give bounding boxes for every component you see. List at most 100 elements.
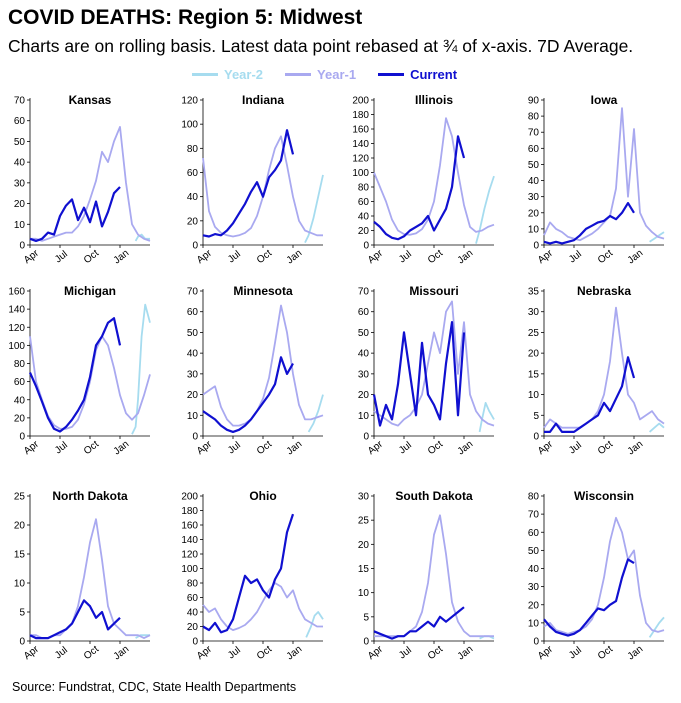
y-tick-label: 20: [187, 622, 199, 633]
y-tick-label: 25: [528, 328, 540, 339]
chart-title: Michigan: [64, 284, 116, 298]
series-current-line: [28, 317, 122, 433]
x-tick-label: Jan: [456, 439, 475, 458]
y-tick-label: 100: [8, 341, 25, 352]
legend-label-year1: Year-1: [317, 66, 357, 82]
y-tick-label: 0: [533, 637, 539, 648]
x-tick-label: Jan: [285, 644, 304, 663]
series-year-1-line: [374, 514, 494, 638]
y-tick-label: 10: [358, 588, 370, 599]
y-tick-label: 60: [187, 307, 199, 318]
y-tick-label: 100: [352, 168, 369, 179]
series-year-1-line: [373, 300, 495, 427]
y-tick-label: 40: [187, 349, 199, 360]
legend-swatch-year2: [192, 72, 218, 76]
y-tick-label: 10: [528, 618, 540, 629]
y-tick-label: 80: [358, 183, 370, 194]
y-tick-label: 0: [19, 241, 25, 252]
series-year-2-line: [649, 422, 665, 433]
legend-swatch-year1: [285, 72, 312, 76]
y-tick-label: 60: [358, 307, 370, 318]
y-tick-label: 60: [187, 593, 199, 604]
legend-swatch-current: [378, 72, 405, 76]
y-tick-label: 15: [528, 369, 540, 380]
chart-title: Kansas: [69, 93, 112, 107]
series-current-line: [373, 135, 466, 241]
series-year-2-line: [134, 233, 150, 242]
x-tick-label: Jan: [285, 439, 304, 458]
chart-title: Indiana: [242, 93, 284, 107]
series-year-1-line: [202, 135, 323, 238]
series-current-line: [373, 606, 465, 640]
y-tick-label: 60: [528, 144, 540, 155]
x-tick-label: Oct: [255, 439, 274, 457]
x-tick-label: Jan: [112, 439, 131, 458]
x-tick-label: Jul: [53, 645, 70, 662]
series-year-2-line: [475, 175, 495, 244]
chart-title: Nebraska: [577, 284, 631, 298]
y-tick-label: 20: [14, 199, 26, 210]
y-tick-label: 5: [533, 411, 539, 422]
source-note: Source: Fundstrat, CDC, State Health Dep…: [12, 680, 297, 694]
y-tick-label: 30: [528, 192, 540, 203]
y-tick-label: 40: [358, 212, 370, 223]
series-year-1-line: [30, 518, 151, 639]
x-tick-label: Jan: [285, 248, 304, 267]
x-tick-label: Jan: [112, 644, 131, 663]
y-tick-label: 15: [358, 564, 370, 575]
y-tick-label: 80: [528, 492, 540, 503]
x-tick-label: Oct: [426, 248, 445, 266]
y-tick-label: 20: [187, 390, 199, 401]
x-tick-label: Jul: [226, 440, 243, 457]
y-tick-label: 80: [528, 112, 540, 123]
x-tick-label: Jul: [397, 645, 414, 662]
chart-title: Illinois: [415, 93, 453, 107]
y-tick-label: 20: [358, 390, 370, 401]
series-year-1-line: [373, 117, 495, 236]
y-tick-label: 40: [528, 564, 540, 575]
y-tick-label: 25: [358, 516, 370, 527]
chart-title: Ohio: [249, 489, 276, 503]
page-subtitle: Charts are on rolling basis. Latest data…: [8, 36, 634, 56]
series-current-line: [543, 558, 635, 637]
legend-label-year2: Year-2: [224, 66, 264, 82]
y-tick-label: 0: [363, 432, 369, 443]
legend-item-year2: Year-2: [192, 67, 263, 82]
series-current-line: [543, 202, 635, 245]
series-year-2-line: [304, 174, 324, 243]
x-tick-label: Jul: [567, 440, 584, 457]
y-tick-label: 10: [528, 390, 540, 401]
y-tick-label: 50: [14, 137, 26, 148]
y-tick-label: 0: [363, 241, 369, 252]
x-tick-label: Jan: [456, 644, 475, 663]
y-tick-label: 40: [528, 176, 540, 187]
y-tick-label: 10: [187, 411, 199, 422]
x-tick-label: Jul: [53, 249, 70, 266]
x-tick-label: Jul: [226, 249, 243, 266]
series-current-line: [29, 186, 121, 242]
y-tick-label: 70: [358, 287, 370, 298]
y-tick-label: 30: [528, 582, 540, 593]
series-current-line: [372, 321, 466, 427]
series-year-2-line: [648, 616, 665, 638]
y-tick-label: 50: [358, 328, 370, 339]
y-tick-label: 120: [8, 323, 25, 334]
series-current-line: [202, 513, 295, 634]
y-tick-label: 30: [187, 369, 199, 380]
y-tick-label: 160: [181, 521, 198, 532]
x-tick-label: Jul: [567, 645, 584, 662]
legend-item-year1: Year-1: [285, 67, 356, 82]
y-tick-label: 0: [192, 432, 198, 443]
y-tick-label: 60: [14, 377, 26, 388]
chart-title: Iowa: [591, 93, 618, 107]
series-year-1-line: [30, 126, 151, 242]
y-tick-label: 80: [14, 359, 26, 370]
